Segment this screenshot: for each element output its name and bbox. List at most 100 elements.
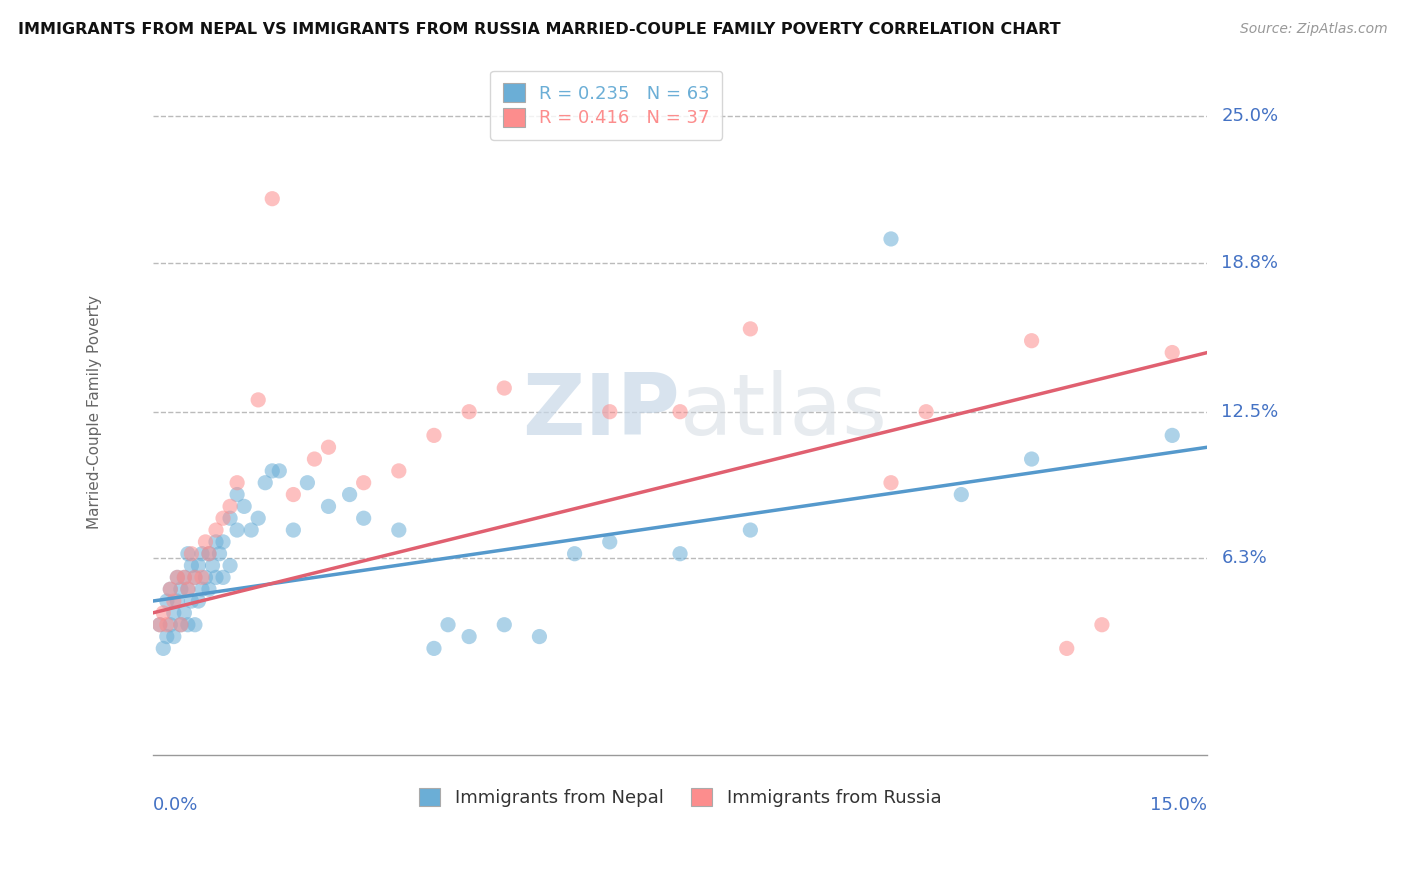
Point	[187, 558, 209, 573]
Legend: Immigrants from Nepal, Immigrants from Russia: Immigrants from Nepal, Immigrants from R…	[412, 780, 949, 814]
Point	[283, 487, 305, 501]
Point	[304, 452, 326, 467]
Point	[194, 570, 217, 584]
Point	[458, 630, 481, 644]
Point	[173, 606, 195, 620]
Point	[191, 547, 214, 561]
Point	[170, 617, 193, 632]
Point	[599, 405, 621, 419]
Text: atlas: atlas	[681, 370, 889, 453]
Point	[208, 547, 231, 561]
Point	[177, 617, 200, 632]
Text: IMMIGRANTS FROM NEPAL VS IMMIGRANTS FROM RUSSIA MARRIED-COUPLE FAMILY POVERTY CO: IMMIGRANTS FROM NEPAL VS IMMIGRANTS FROM…	[18, 22, 1062, 37]
Point	[233, 500, 256, 514]
Point	[339, 487, 361, 501]
Text: Married-Couple Family Poverty: Married-Couple Family Poverty	[87, 294, 103, 529]
Point	[880, 232, 903, 246]
Point	[240, 523, 263, 537]
Point	[529, 630, 551, 644]
Point	[187, 594, 209, 608]
Point	[1161, 345, 1184, 359]
Text: 25.0%: 25.0%	[1222, 107, 1278, 125]
Point	[247, 511, 270, 525]
Point	[177, 547, 200, 561]
Point	[180, 558, 202, 573]
Point	[166, 570, 188, 584]
Point	[353, 511, 375, 525]
Point	[184, 570, 207, 584]
Point	[159, 582, 181, 597]
Point	[184, 617, 207, 632]
Text: 0.0%: 0.0%	[153, 796, 198, 814]
Point	[950, 487, 973, 501]
Point	[262, 464, 284, 478]
Point	[198, 547, 221, 561]
Point	[173, 570, 195, 584]
Point	[247, 392, 270, 407]
Point	[177, 582, 200, 597]
Point	[149, 617, 172, 632]
Point	[156, 617, 179, 632]
Point	[163, 606, 186, 620]
Text: 18.8%: 18.8%	[1222, 253, 1278, 271]
Point	[564, 547, 586, 561]
Point	[170, 617, 193, 632]
Point	[740, 523, 762, 537]
Point	[437, 617, 460, 632]
Point	[1091, 617, 1114, 632]
Point	[191, 570, 214, 584]
Point	[494, 381, 516, 395]
Point	[156, 630, 179, 644]
Point	[915, 405, 938, 419]
Point	[166, 570, 188, 584]
Point	[152, 641, 174, 656]
Text: ZIP: ZIP	[522, 370, 681, 453]
Point	[173, 570, 195, 584]
Point	[159, 617, 181, 632]
Point	[156, 594, 179, 608]
Point	[219, 500, 242, 514]
Point	[205, 570, 228, 584]
Point	[269, 464, 291, 478]
Point	[1161, 428, 1184, 442]
Point	[177, 582, 200, 597]
Point	[1056, 641, 1078, 656]
Point	[191, 582, 214, 597]
Text: 6.3%: 6.3%	[1222, 549, 1267, 567]
Point	[166, 594, 188, 608]
Point	[318, 440, 340, 454]
Point	[226, 487, 249, 501]
Point	[184, 570, 207, 584]
Point	[149, 617, 172, 632]
Point	[212, 511, 235, 525]
Point	[163, 594, 186, 608]
Point	[388, 464, 411, 478]
Point	[297, 475, 319, 490]
Point	[170, 582, 193, 597]
Point	[318, 500, 340, 514]
Point	[201, 558, 224, 573]
Point	[226, 523, 249, 537]
Point	[198, 582, 221, 597]
Point	[494, 617, 516, 632]
Point	[669, 405, 692, 419]
Point	[423, 641, 446, 656]
Point	[226, 475, 249, 490]
Point	[194, 534, 217, 549]
Point	[212, 534, 235, 549]
Point	[180, 594, 202, 608]
Point	[262, 192, 284, 206]
Point	[599, 534, 621, 549]
Point	[283, 523, 305, 537]
Point	[152, 606, 174, 620]
Text: 12.5%: 12.5%	[1222, 402, 1278, 421]
Point	[180, 547, 202, 561]
Point	[163, 630, 186, 644]
Point	[219, 558, 242, 573]
Point	[740, 322, 762, 336]
Point	[254, 475, 277, 490]
Point	[388, 523, 411, 537]
Point	[205, 534, 228, 549]
Point	[1021, 452, 1043, 467]
Point	[458, 405, 481, 419]
